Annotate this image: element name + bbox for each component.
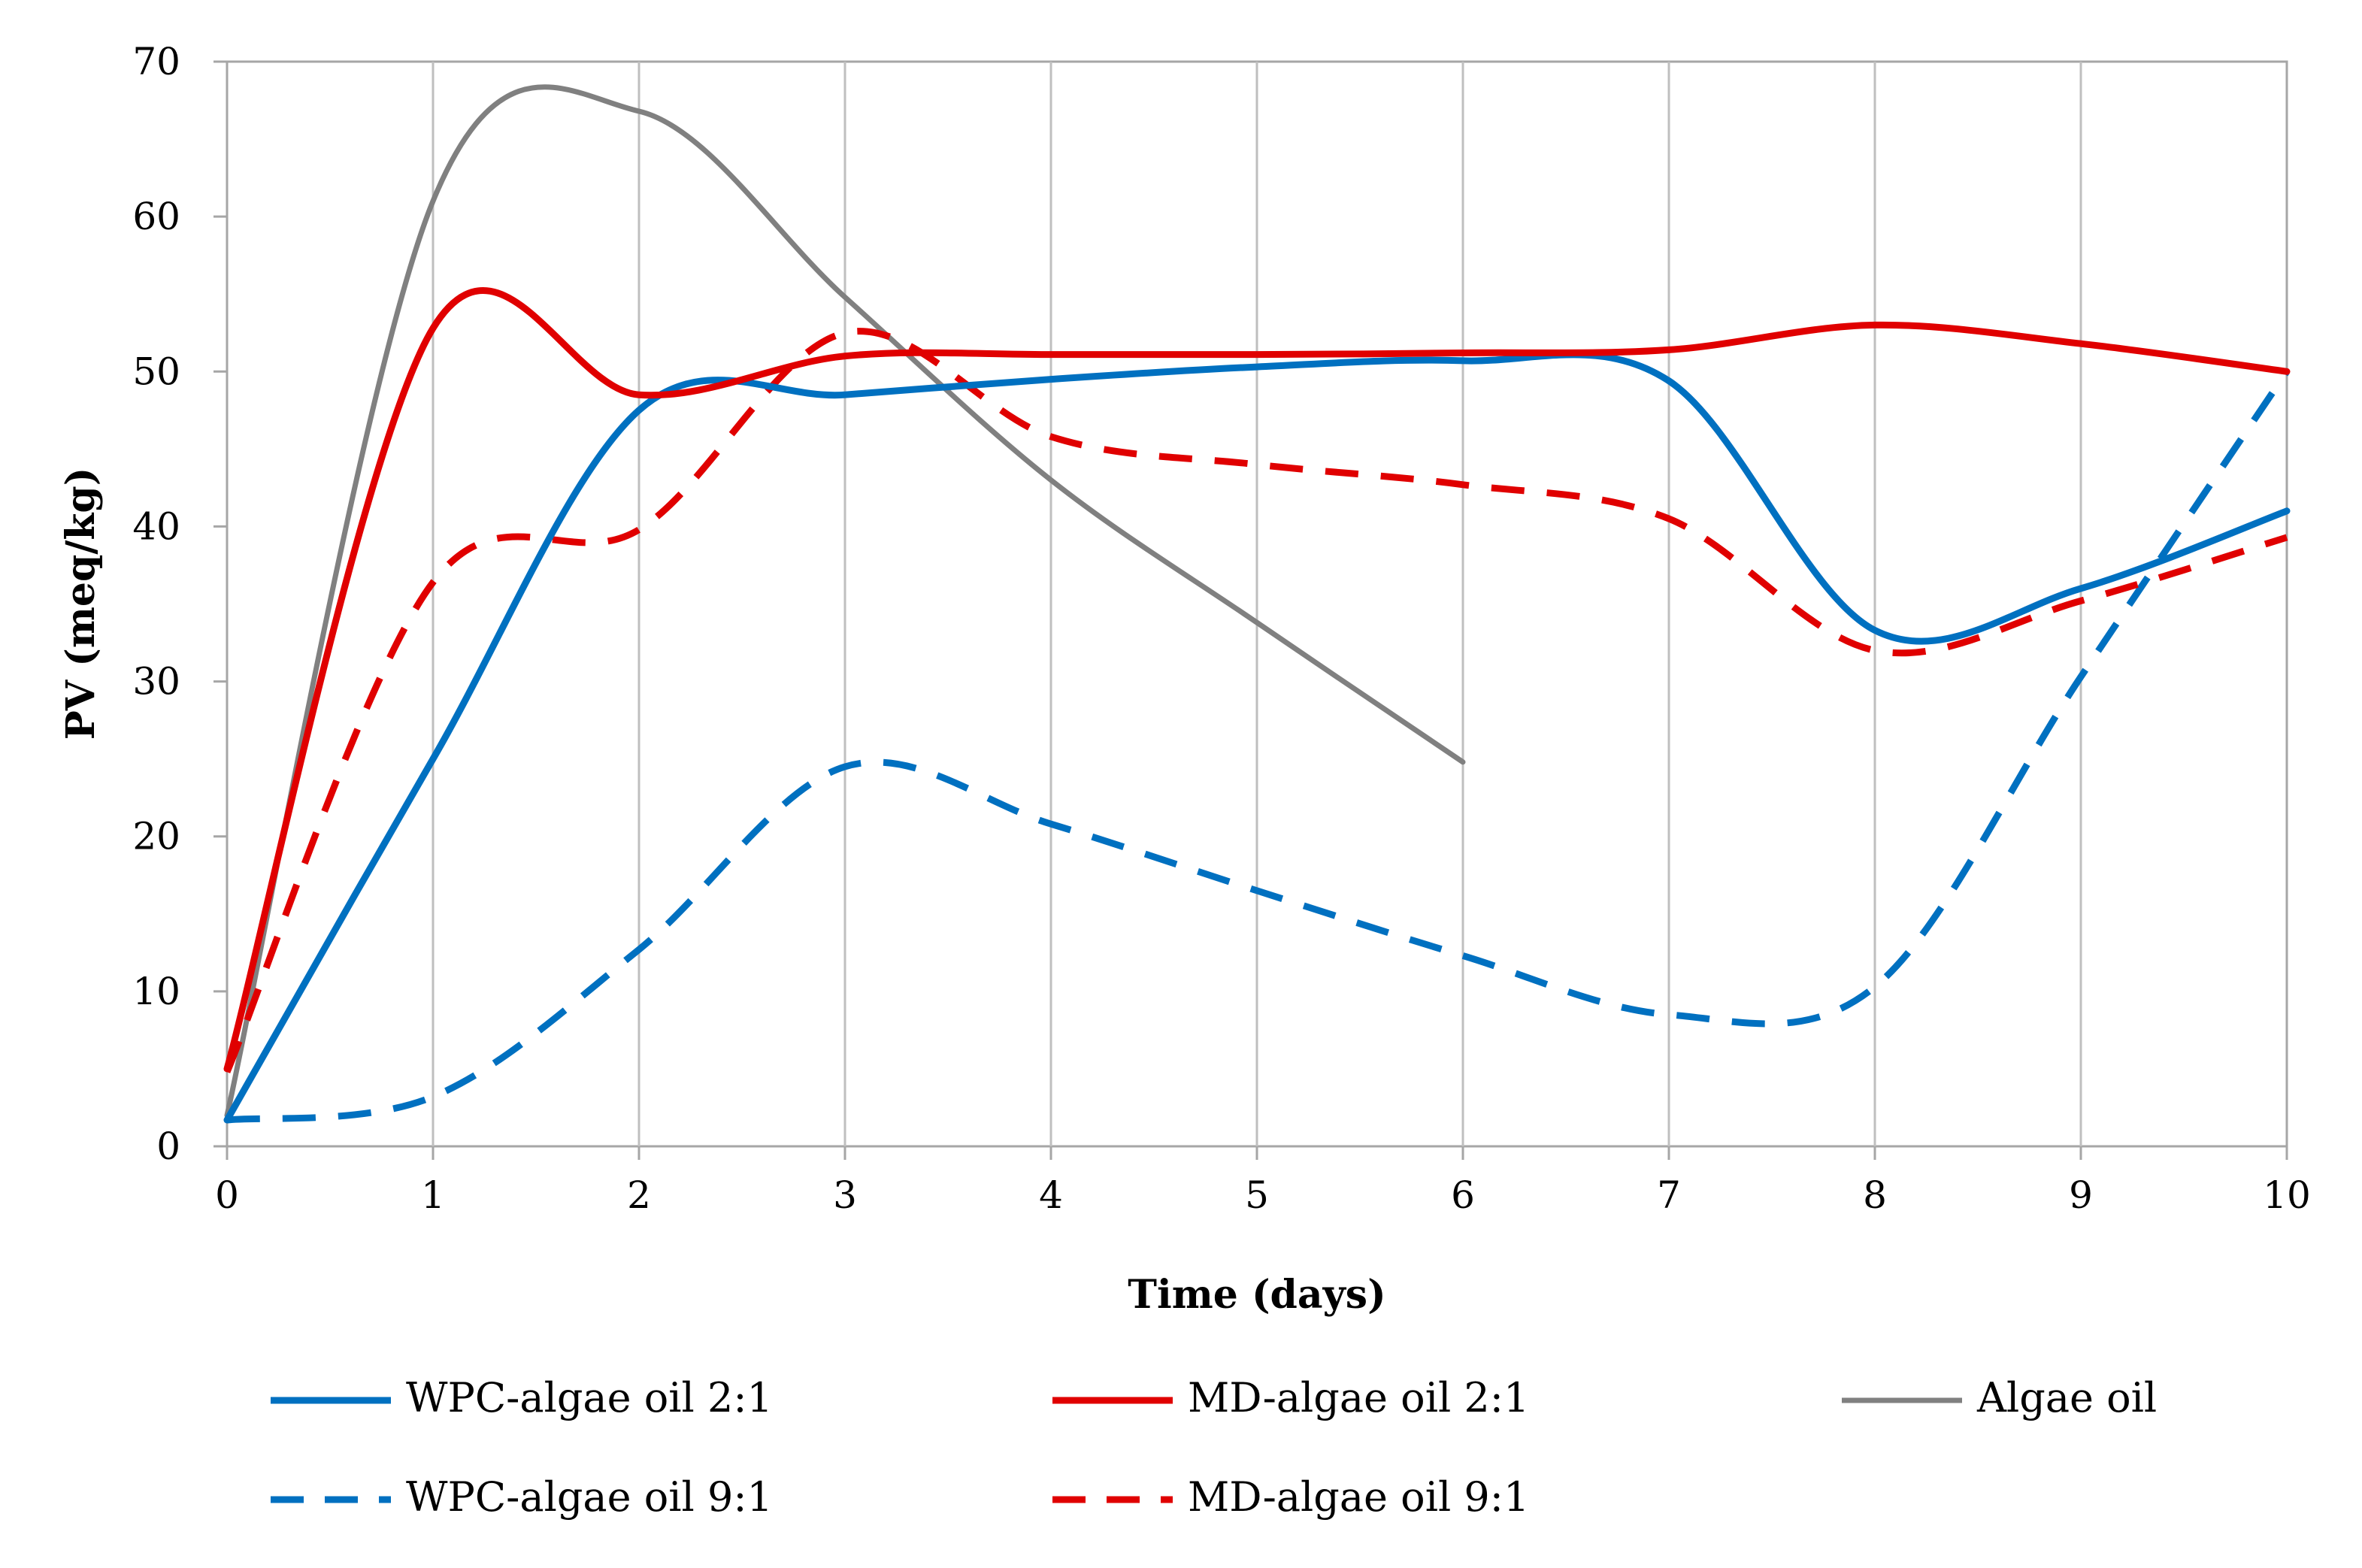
y-tick-label: 20 [132, 815, 180, 858]
x-tick-label: 1 [421, 1173, 445, 1217]
y-tick-label: 70 [132, 40, 180, 83]
x-tick-label: 5 [1245, 1173, 1269, 1217]
legend-label-md-algae-oil-2-1: MD-algae oil 2:1 [1188, 1374, 1529, 1421]
legend-label-wpc-algae-oil-9-1: WPC-algae oil 9:1 [406, 1473, 773, 1521]
x-tick-label: 3 [833, 1173, 857, 1217]
y-tick-label: 10 [132, 970, 180, 1013]
series-line-wpc-algae-oil-9-1 [226, 369, 2290, 1124]
series-line-algae-oil [224, 84, 1466, 1118]
legend-label-md-algae-oil-9-1: MD-algae oil 9:1 [1188, 1473, 1529, 1521]
y-tick-label: 50 [132, 350, 180, 393]
legend: WPC-algae oil 2:1 MD-algae oil 2:1 Algae o… [271, 1374, 2157, 1521]
x-tick-label: 2 [627, 1173, 651, 1217]
x-axis-title: Time (days) [1128, 1272, 1385, 1318]
x-tick-label: 10 [2263, 1173, 2311, 1217]
x-tick-label: 0 [215, 1173, 239, 1217]
x-tick-label: 7 [1657, 1173, 1681, 1217]
legend-label-algae-oil: Algae oil [1976, 1374, 2157, 1421]
x-tick-label: 9 [2069, 1173, 2093, 1217]
x-tick-label: 8 [1863, 1173, 1887, 1217]
series-lines [223, 84, 2291, 1124]
series-line-wpc-algae-oil-2-1 [223, 351, 2291, 1124]
legend-label-wpc-algae-oil-2-1: WPC-algae oil 2:1 [406, 1374, 773, 1421]
y-tick-label: 40 [132, 504, 180, 548]
y-tick-label: 0 [156, 1125, 180, 1168]
y-tick-label: 60 [132, 195, 180, 238]
series-line-md-algae-oil-2-1 [223, 287, 2291, 1073]
series-line-md-algae-oil-9-1 [223, 328, 2288, 1073]
x-tick-label: 6 [1451, 1173, 1475, 1217]
x-tick-label: 4 [1039, 1173, 1063, 1217]
tick-labels: 0 1 2 3 4 5 6 7 8 9 10 0 10 20 30 40 50 60 70 [132, 40, 2310, 1217]
y-tick-label: 30 [132, 660, 180, 704]
y-axis-title: PV (meq/kg) [58, 468, 104, 740]
